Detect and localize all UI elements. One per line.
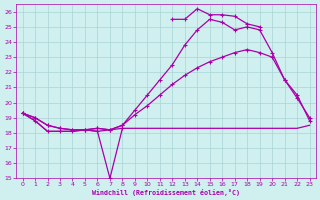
X-axis label: Windchill (Refroidissement éolien,°C): Windchill (Refroidissement éolien,°C) bbox=[92, 189, 240, 196]
